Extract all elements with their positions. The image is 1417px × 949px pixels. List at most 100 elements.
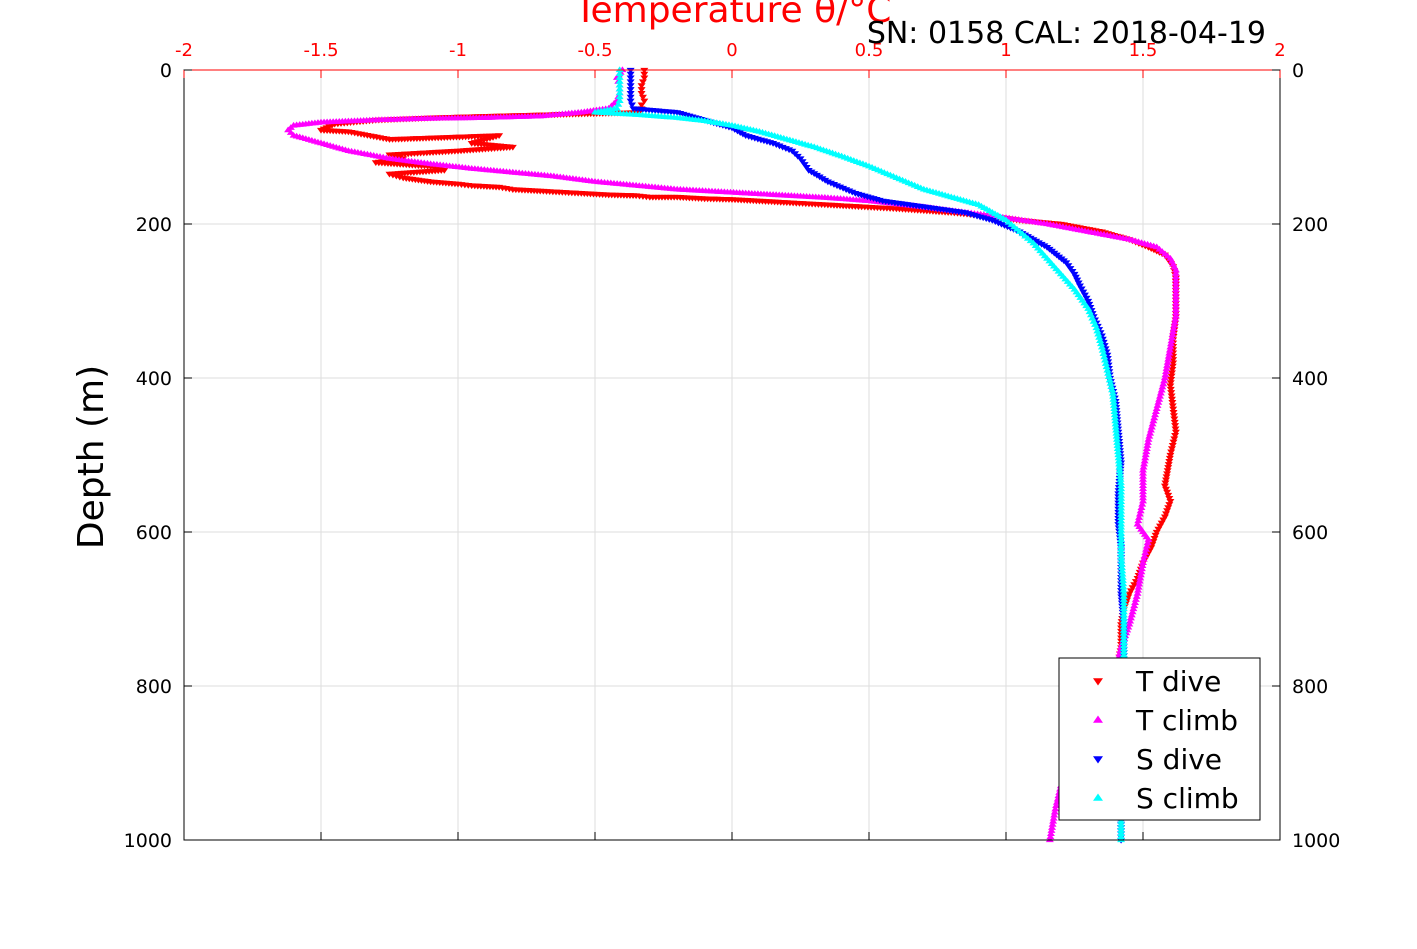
data-point-interp — [1131, 599, 1140, 605]
data-point-interp — [615, 70, 624, 77]
x-tick-label: -1 — [449, 40, 467, 61]
data-point-interp — [1167, 376, 1176, 383]
data-point-interp — [1166, 380, 1175, 386]
data-point-interp — [1093, 327, 1102, 334]
legend-marker — [1093, 793, 1103, 801]
data-point-interp — [1117, 557, 1126, 564]
data-point — [1163, 468, 1172, 474]
data-point-interp — [1126, 614, 1135, 621]
data-point-interp — [1116, 479, 1125, 485]
data-point-interp — [1140, 460, 1149, 467]
data-point-interp — [1165, 502, 1174, 508]
data-point-interp — [1128, 608, 1137, 615]
data-point-interp — [1168, 363, 1177, 370]
data-point — [1171, 429, 1180, 436]
data-point-interp — [1110, 408, 1119, 415]
data-point-interp — [1117, 548, 1126, 555]
data-point — [1114, 451, 1123, 458]
data-point-interp — [1154, 526, 1163, 533]
data-point — [1144, 536, 1153, 542]
y-tick-label-right: 1000 — [1292, 830, 1340, 852]
data-point-interp — [1068, 269, 1077, 275]
data-point-interp — [1109, 392, 1118, 399]
data-point — [1166, 452, 1175, 459]
data-point-interp — [1115, 460, 1124, 467]
data-point-interp — [1117, 827, 1126, 833]
x-tick-label: -1.5 — [303, 40, 338, 61]
data-point — [1117, 482, 1126, 488]
data-point-interp — [1111, 414, 1120, 421]
y-tick-label-left: 1000 — [124, 830, 172, 852]
data-point — [1075, 283, 1084, 290]
data-point-interp — [615, 85, 624, 92]
data-point-interp — [1112, 432, 1121, 439]
data-point-interp — [1109, 402, 1118, 408]
data-point-interp — [1155, 523, 1164, 530]
data-point-interp — [1050, 808, 1059, 815]
data-point-interp — [1117, 498, 1126, 505]
data-point — [615, 89, 624, 96]
data-point-interp — [1164, 355, 1173, 362]
data-point-interp — [1064, 263, 1073, 269]
data-point-interp — [1167, 396, 1176, 403]
data-point — [640, 67, 649, 74]
data-point-interp — [1127, 611, 1136, 618]
y-tick-label-left: 400 — [136, 368, 172, 390]
data-point — [1117, 551, 1126, 558]
legend-label: T dive — [1135, 665, 1221, 698]
data-point-interp — [1165, 349, 1174, 356]
data-point-interp — [1111, 417, 1120, 424]
data-point-interp — [1163, 489, 1172, 496]
data-point-interp — [1161, 480, 1170, 487]
data-point-interp — [1147, 423, 1156, 430]
data-point-interp — [626, 94, 635, 101]
y-tick-label-right: 600 — [1292, 522, 1328, 544]
x-tick-label: 0 — [726, 40, 737, 61]
data-point-interp — [1145, 432, 1154, 439]
legend-marker — [1093, 678, 1103, 686]
data-point-interp — [1139, 555, 1148, 562]
data-point-interp — [1168, 367, 1177, 373]
data-point-interp — [1117, 542, 1126, 549]
x-tick-label: 1.5 — [1129, 40, 1158, 61]
data-point-interp — [1171, 302, 1180, 309]
data-point-interp — [1113, 442, 1122, 448]
data-point-interp — [1139, 479, 1147, 485]
data-point-interp — [1117, 561, 1126, 567]
data-point-interp — [1143, 539, 1152, 546]
data-point-interp — [1157, 386, 1166, 393]
data-point-interp — [1167, 446, 1176, 452]
data-point-interp — [1151, 532, 1160, 539]
data-point-interp — [1104, 370, 1113, 376]
data-point-interp — [1162, 368, 1171, 374]
data-point-interp — [1157, 520, 1166, 527]
x-axis-title: Temperature θ/°C — [574, 0, 892, 31]
data-point-interp — [1132, 593, 1141, 599]
data-point-interp — [1104, 373, 1113, 380]
data-point-interp — [1117, 824, 1126, 830]
data-point-interp — [802, 165, 811, 171]
data-point-interp — [1119, 633, 1128, 639]
data-point-interp — [1046, 830, 1055, 836]
data-point-interp — [1071, 274, 1080, 281]
data-point-interp — [1135, 510, 1144, 517]
data-point-interp — [1169, 439, 1178, 446]
data-point-interp — [1077, 286, 1086, 293]
data-point-interp — [1171, 426, 1180, 433]
data-point-interp — [1162, 365, 1171, 371]
data-point-interp — [1159, 380, 1168, 387]
data-point-interp — [1113, 439, 1122, 445]
data-point-interp — [1114, 457, 1123, 464]
data-point-interp — [1167, 337, 1176, 344]
data-point-interp — [1119, 623, 1128, 630]
data-point-interp — [1141, 451, 1150, 458]
data-point-interp — [1163, 362, 1172, 368]
data-point-interp — [1117, 526, 1126, 533]
data-point-interp — [1146, 429, 1155, 436]
data-point — [615, 81, 624, 88]
data-point-interp — [1139, 472, 1147, 479]
data-point-interp — [1109, 395, 1118, 402]
data-point-interp — [1154, 399, 1163, 405]
x-tick-label: 2 — [1274, 40, 1285, 61]
